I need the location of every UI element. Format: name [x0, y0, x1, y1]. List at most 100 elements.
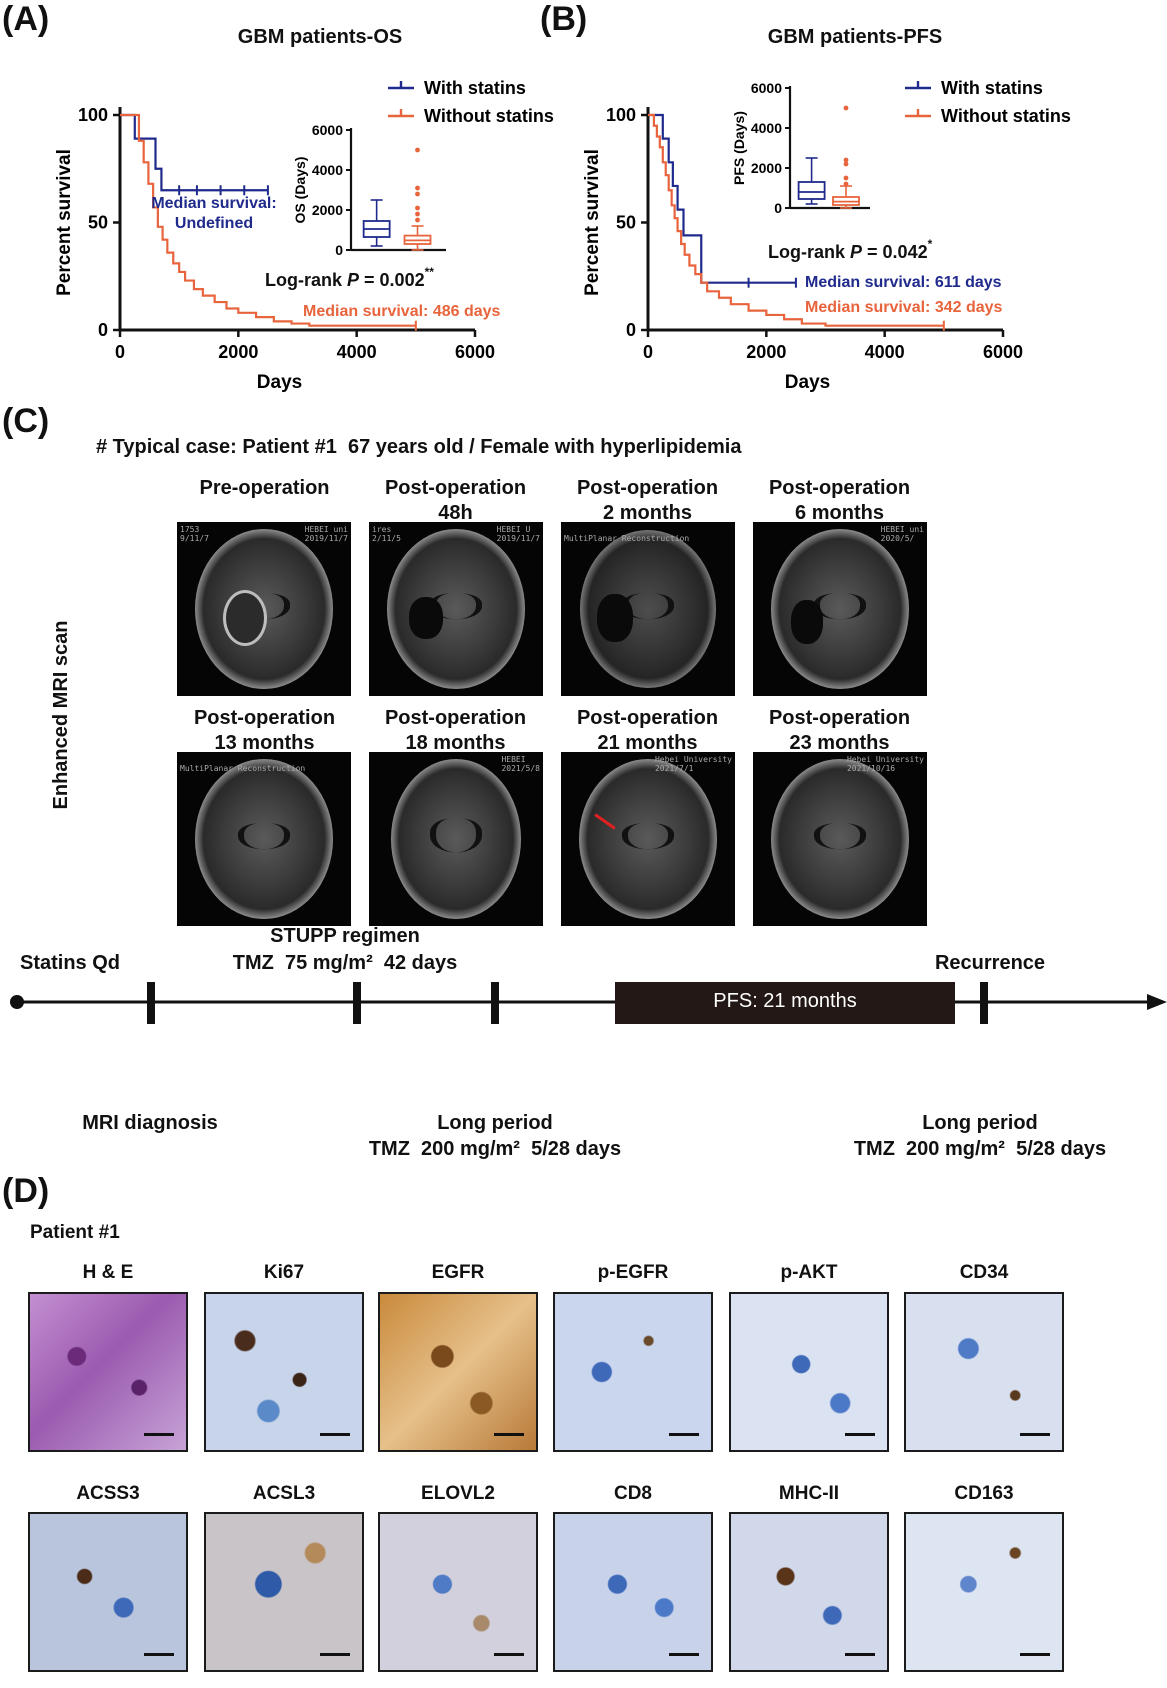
- ihc-label-elovl2: ELOVL2: [421, 1483, 495, 1504]
- chart-b-title: GBM patients-PFS: [767, 26, 943, 48]
- chart-a-median-without: Median survival: 486 days: [303, 303, 501, 320]
- patient-label: Patient #1: [30, 1222, 120, 1243]
- chart-b-x-label: Days: [785, 372, 830, 393]
- chart-a-inset-box-without-outlier: [415, 211, 420, 217]
- panel-label-d: (D): [2, 1172, 50, 1210]
- chart-a-logrank: Log-rank P = 0.002**: [265, 265, 434, 290]
- chart-a-series-with-statins: [120, 113, 268, 192]
- ihc-label-cd8: CD8: [613, 1483, 652, 1504]
- chart-b-y-tick-label: 50: [616, 213, 636, 233]
- ihc-image-egfr: [378, 1292, 538, 1452]
- mri-header-18m: Post-operation 18 months: [384, 707, 527, 754]
- scale-bar: [320, 1653, 350, 1656]
- chart-a-y-label: Percent survival: [54, 149, 75, 296]
- chart-a-title: GBM patients-OS: [237, 26, 403, 48]
- ihc-label-p-egfr: p-EGFR: [597, 1262, 669, 1283]
- timeline-tick-stupp: [353, 982, 361, 1024]
- mri-image-13m: MultiPlanar Reconstruction: [177, 752, 351, 926]
- chart-b-median-with: Median survival: 611 days: [805, 274, 1002, 291]
- mri-header-23m: Post-operation 23 months: [768, 707, 911, 754]
- chart-b-inset-y-tick-label: 6000: [751, 80, 782, 96]
- mri-header-21m: Post-operation 21 months: [576, 707, 719, 754]
- scale-bar: [494, 1433, 524, 1436]
- mri-header-pre: Pre-operation: [199, 477, 330, 499]
- chart-a-inset-box-without-outlier: [415, 217, 420, 223]
- chart-a-y-tick-label: 50: [88, 213, 108, 233]
- chart-a-median-with: Median survival: Undefined: [151, 195, 276, 232]
- chart-b-x-tick-label: 4000: [865, 342, 905, 362]
- ihc-label-acss3: ACSS3: [76, 1483, 140, 1504]
- chart-a-y-tick-label: 0: [98, 320, 108, 340]
- ihc-image-mhc-ii: [729, 1512, 889, 1672]
- scale-bar: [669, 1433, 699, 1436]
- timeline-arrowhead-icon: [1147, 994, 1167, 1010]
- ihc-label-mhc-ii: MHC-II: [778, 1483, 840, 1504]
- timeline-long2-dose: TMZ 200 mg/m² 5/28 days: [853, 1138, 1107, 1160]
- timeline-tick-long1: [491, 982, 499, 1024]
- ihc-label-p-akt: p-AKT: [780, 1262, 838, 1283]
- scale-bar: [669, 1653, 699, 1656]
- chart-b-inset-box-without-outlier: [843, 181, 849, 187]
- scale-bar: [845, 1653, 875, 1656]
- ihc-image-cd163: [904, 1512, 1064, 1672]
- case-title: # Typical case: Patient #1 67 years old …: [96, 436, 742, 458]
- chart-b-inset-y-label: PFS (Days): [731, 111, 747, 185]
- ihc-image-ki67: [204, 1292, 364, 1452]
- chart-a-inset-box-without-outlier: [415, 147, 420, 153]
- chart-a-legend-label: With statins: [424, 78, 526, 98]
- chart-b-series-without-statins: [648, 113, 944, 327]
- chart-b-logrank: Log-rank P = 0.042*: [768, 237, 933, 262]
- timeline-statins: Statins Qd: [20, 952, 121, 974]
- ihc-image-acsl3: [204, 1512, 364, 1672]
- timeline-long2: Long period: [922, 1112, 1038, 1134]
- chart-b-inset-y-tick-label: 0: [774, 200, 782, 216]
- chart-a-inset-y-label: OS (Days): [292, 157, 308, 224]
- mri-image-2m: MultiPlanar Reconstruction: [561, 522, 735, 696]
- chart-b-x-tick-label: 0: [643, 342, 653, 362]
- ihc-label-cd34: CD34: [959, 1262, 1009, 1283]
- scale-bar: [144, 1433, 174, 1436]
- mri-side-label: Enhanced MRI scan: [50, 620, 72, 810]
- panel-label-b: (B): [540, 0, 588, 38]
- timeline-mri-diagnosis: MRI diagnosis: [82, 1112, 218, 1134]
- scale-bar: [320, 1433, 350, 1436]
- chart-a-x-label: Days: [257, 372, 302, 393]
- chart-a-inset-y-tick-label: 0: [335, 242, 343, 258]
- mri-header-13m: Post-operation 13 months: [193, 707, 336, 754]
- chart-a-inset-y-tick-label: 4000: [312, 162, 343, 178]
- mri-header-48h: Post-operation 48h: [384, 477, 527, 524]
- chart-b-inset-box-without-outlier: [843, 157, 849, 163]
- scale-bar: [494, 1653, 524, 1656]
- chart-a-inset-box-without-outlier: [415, 191, 420, 197]
- ihc-label-ki67: Ki67: [263, 1262, 305, 1283]
- ihc-image-p-egfr: [553, 1292, 713, 1452]
- panel-label-a: (A): [2, 0, 50, 38]
- chart-b-inset-y-tick-label: 4000: [751, 120, 782, 136]
- mri-image-6m: HEBEI uni 2020/5/: [753, 522, 927, 696]
- chart-a-x-tick-label: 0: [115, 342, 125, 362]
- timeline-pfs-bar: [615, 982, 955, 1024]
- chart-b-x-tick-label: 6000: [983, 342, 1023, 362]
- ihc-label-h-e: H & E: [82, 1262, 134, 1283]
- scale-bar: [1020, 1433, 1050, 1436]
- timeline-tick-long2: [980, 982, 988, 1024]
- mri-header-6m: Post-operation 6 months: [768, 477, 911, 524]
- chart-b-svg: 0 2000 4000 6000 0 50 100 Days Percent survival W…: [582, 78, 1071, 393]
- mri-image-pre: 1753 9/11/7 HEBEI uni 2019/11/7: [177, 522, 351, 696]
- chart-b-inset-y-tick-label: 2000: [751, 160, 782, 176]
- timeline-stupp-dose: TMZ 75 mg/m² 42 days: [232, 952, 458, 974]
- chart-a-inset-box-without-outlier: [415, 205, 420, 211]
- chart-a-x-tick-label: 6000: [455, 342, 495, 362]
- chart-a-series-without-statins: [120, 113, 416, 327]
- chart-a-legend-label: Without statins: [424, 106, 554, 126]
- ihc-image-h-e: [28, 1292, 188, 1452]
- chart-a-inset-y-tick-label: 2000: [312, 202, 343, 218]
- ihc-image-acss3: [28, 1512, 188, 1672]
- mri-image-23m: Hebei University 2021/10/16: [753, 752, 927, 926]
- mri-image-21m: Hebei University 2021/7/1: [561, 752, 735, 926]
- chart-b-median-without: Median survival: 342 days: [805, 299, 1003, 316]
- chart-b-y-tick-label: 0: [626, 320, 636, 340]
- scale-bar: [1020, 1653, 1050, 1656]
- ihc-label-cd163: CD163: [954, 1483, 1014, 1504]
- chart-a-x-tick-label: 4000: [337, 342, 377, 362]
